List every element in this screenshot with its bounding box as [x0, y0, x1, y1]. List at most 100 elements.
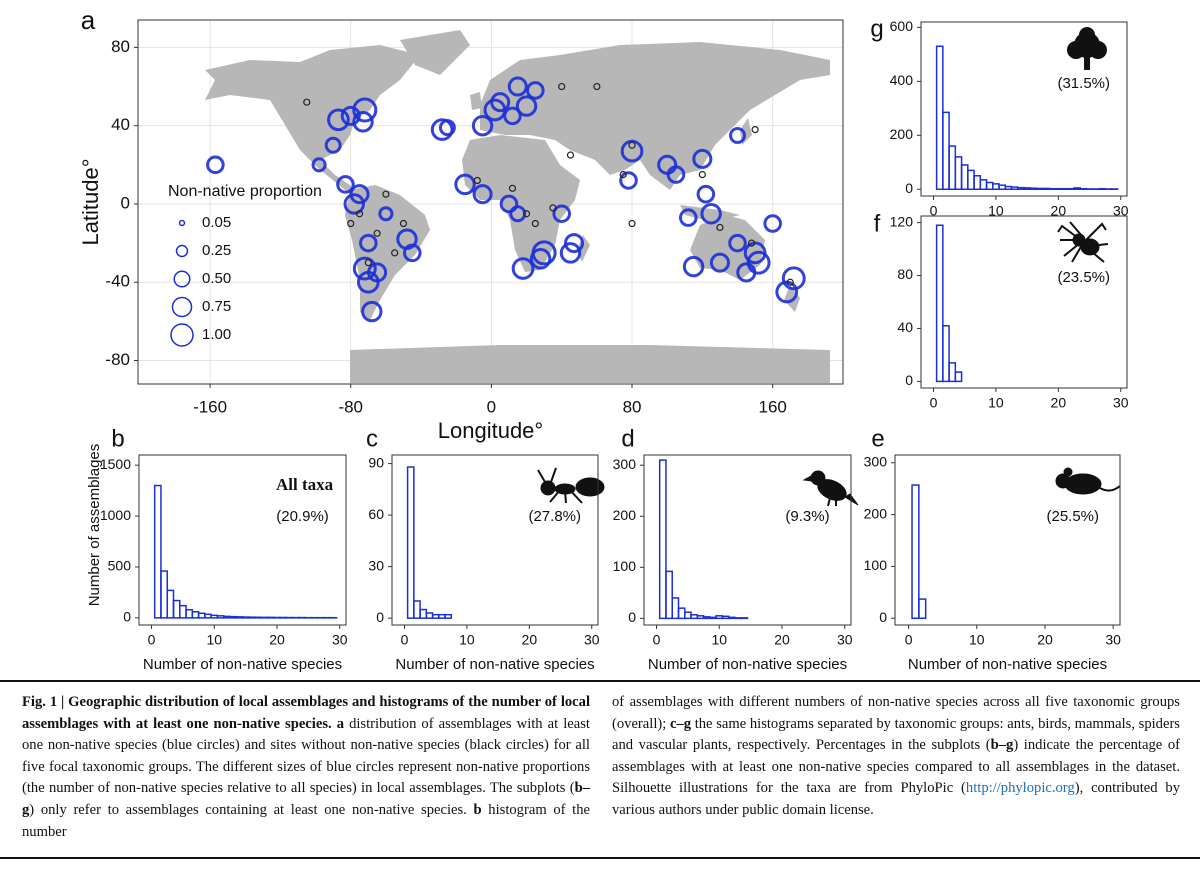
hist-bar — [715, 615, 724, 620]
mouse-icon-part — [1099, 485, 1121, 492]
x-tick-label: 0 — [930, 203, 938, 219]
y-tick-label: -40 — [105, 272, 130, 291]
hist-bar — [1054, 187, 1063, 191]
tree-icon-part — [1084, 54, 1090, 70]
hist-bar — [1004, 185, 1013, 191]
x-tick-label: -160 — [193, 397, 227, 416]
site-non-native — [499, 194, 519, 214]
x-tick-label: 20 — [522, 632, 538, 648]
mouse-icon — [1055, 467, 1121, 495]
hist-bar — [677, 607, 686, 620]
y-tick-label: 40 — [111, 115, 130, 134]
site-native-only — [549, 204, 557, 212]
plot-frame — [643, 454, 852, 626]
landmass — [680, 205, 740, 222]
x-tick-label: 10 — [206, 632, 222, 648]
caption-text: ) only refer to assemblages containing a… — [29, 801, 474, 818]
x-tick-label: 20 — [1051, 395, 1067, 411]
site-non-native — [378, 206, 394, 222]
y-axis-label: Latitude° — [78, 158, 103, 245]
hist-bar — [721, 615, 730, 620]
site-native-only — [716, 223, 724, 232]
caption-text: b — [473, 801, 482, 818]
hist-bar — [166, 589, 175, 619]
hist-bar — [160, 570, 168, 619]
legend-label: 0.50 — [202, 270, 231, 287]
site-native-only — [628, 219, 636, 228]
hist-bar — [985, 181, 994, 191]
hist-bar — [241, 616, 250, 619]
caption-text: distribution of assemblages with at leas… — [22, 715, 590, 797]
site-non-native — [206, 155, 225, 175]
caption-text: Fig. 1 | Geographic distribution of loca… — [22, 694, 590, 732]
site-non-native — [700, 203, 722, 225]
x-tick-label: 0 — [401, 632, 409, 648]
panel-label: b — [111, 425, 124, 452]
site-non-native — [666, 165, 686, 184]
site-native-only — [522, 210, 531, 218]
marks: Non-native proportion 0.05 0.25 0.50 0.75 1.0… — [168, 76, 806, 347]
site-non-native — [526, 81, 545, 100]
taxon-label: All taxa — [276, 475, 334, 494]
legend-label: 0.25 — [202, 242, 231, 259]
legend-size — [170, 323, 194, 347]
site-native-only — [355, 210, 364, 218]
figure: Non-native proportion 0.05 0.25 0.50 0.75 1.0… — [78, 5, 1129, 673]
y-tick-label: 200 — [864, 505, 888, 521]
site-non-native — [490, 92, 511, 113]
site-non-native — [471, 114, 494, 137]
site-non-native — [361, 300, 383, 323]
site-native-only — [473, 176, 481, 185]
x-tick-label: 80 — [623, 397, 642, 416]
hist-bar — [709, 616, 717, 620]
percentage-annotation: (9.3%) — [785, 508, 829, 525]
caption-text: b–g — [990, 737, 1014, 754]
site-non-native — [619, 171, 638, 190]
hist-bar — [942, 325, 950, 383]
bird-icon — [802, 470, 859, 507]
x-tick-label: 20 — [774, 632, 790, 648]
panel-label: g — [870, 15, 883, 42]
x-tick-label: 30 — [837, 632, 853, 648]
x-tick-label: 0 — [487, 397, 496, 416]
hist-bar — [948, 362, 957, 383]
bird-icon-part — [827, 497, 837, 507]
hist-bar — [172, 599, 181, 619]
site-native-only — [593, 82, 601, 91]
hist-bar — [179, 604, 187, 619]
y-tick-label: 0 — [123, 609, 131, 625]
x-axis-label: Longitude° — [438, 418, 543, 443]
landmass — [462, 135, 580, 272]
caption-text: ), contributed by various authors under … — [612, 780, 1180, 818]
hist-bar — [979, 179, 988, 191]
hist-bar — [935, 45, 944, 191]
site-non-native — [781, 266, 806, 291]
hist-bar — [1017, 186, 1025, 191]
x-axis-label: Number of non-native species — [143, 656, 342, 673]
site-native-only — [399, 219, 408, 228]
hist-bar — [935, 224, 944, 383]
site-non-native — [352, 97, 378, 123]
y-tick-label: 0 — [376, 609, 384, 625]
y-tick-label: 0 — [879, 609, 887, 625]
top-rule — [0, 680, 1200, 682]
hist-bar — [153, 484, 162, 619]
y-tick-label: 90 — [368, 454, 384, 470]
x-axis-label: Number of non-native species — [908, 656, 1107, 673]
site-native-only — [566, 151, 575, 159]
percentage-annotation: (31.5%) — [1057, 75, 1110, 92]
site-non-native — [472, 184, 493, 205]
caption-link[interactable]: http://phylopic.org — [965, 780, 1075, 797]
x-tick-label: 30 — [1113, 203, 1129, 219]
site-native-only — [347, 219, 355, 228]
percentage-annotation: (27.8%) — [528, 508, 581, 525]
y-tick-label: 100 — [864, 557, 888, 573]
plot-frame — [920, 21, 1128, 197]
site-native-only — [508, 184, 517, 192]
caption-text: b–g — [22, 780, 590, 818]
x-tick-label: 0 — [653, 632, 661, 648]
site-non-native — [359, 233, 378, 253]
hist-bar — [696, 615, 705, 620]
caption-text: histogram of the number — [22, 801, 590, 840]
land — [205, 30, 830, 383]
